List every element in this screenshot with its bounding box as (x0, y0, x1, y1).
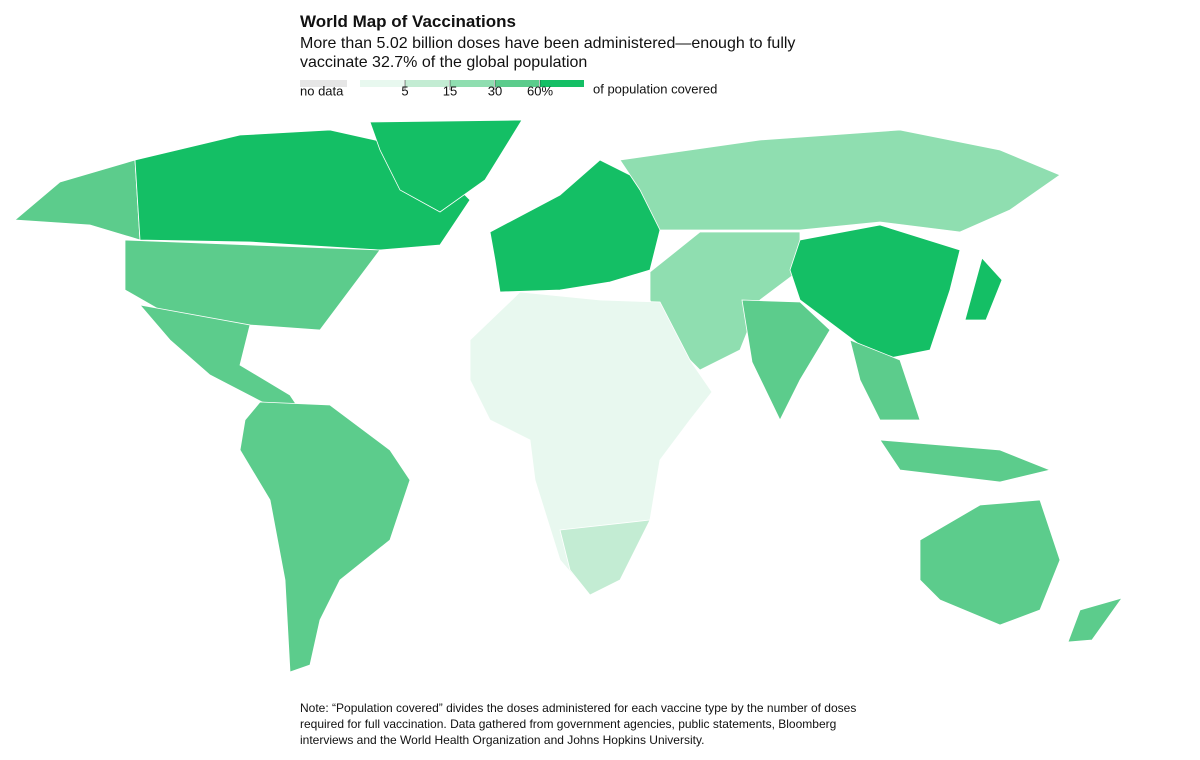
legend: no data 5 15 30 60% of population covered (300, 80, 717, 98)
legend-tick-label: 30 (488, 83, 502, 98)
land (13, 119, 1123, 673)
legend-unit: of population covered (593, 81, 717, 96)
no-data-swatch (300, 80, 347, 87)
china (789, 224, 961, 361)
new-zealand (1067, 597, 1123, 643)
japan (964, 257, 1003, 321)
indonesia (879, 439, 1052, 483)
russia (619, 129, 1061, 233)
no-data-label: no data (300, 83, 344, 98)
legend-swatch (540, 80, 584, 87)
southeast-asia (849, 339, 921, 421)
legend-tick-label: 60% (527, 83, 553, 98)
europe (489, 159, 661, 293)
title: World Map of Vaccinations (300, 12, 516, 31)
note: Note: “Population covered” divides the d… (300, 701, 857, 747)
legend-swatch (405, 80, 449, 87)
legend-swatch (360, 80, 404, 87)
alaska (13, 159, 141, 241)
southern-africa (559, 519, 651, 596)
greenland (369, 119, 523, 213)
legend-tick-label: 5 (401, 83, 408, 98)
india (741, 299, 831, 421)
legend-tick-label: 15 (443, 83, 457, 98)
australia (919, 499, 1061, 626)
south-america (239, 401, 411, 673)
legend-swatch (450, 80, 494, 87)
legend-swatch (495, 80, 539, 87)
subtitle: More than 5.02 billion doses have been a… (300, 35, 796, 71)
